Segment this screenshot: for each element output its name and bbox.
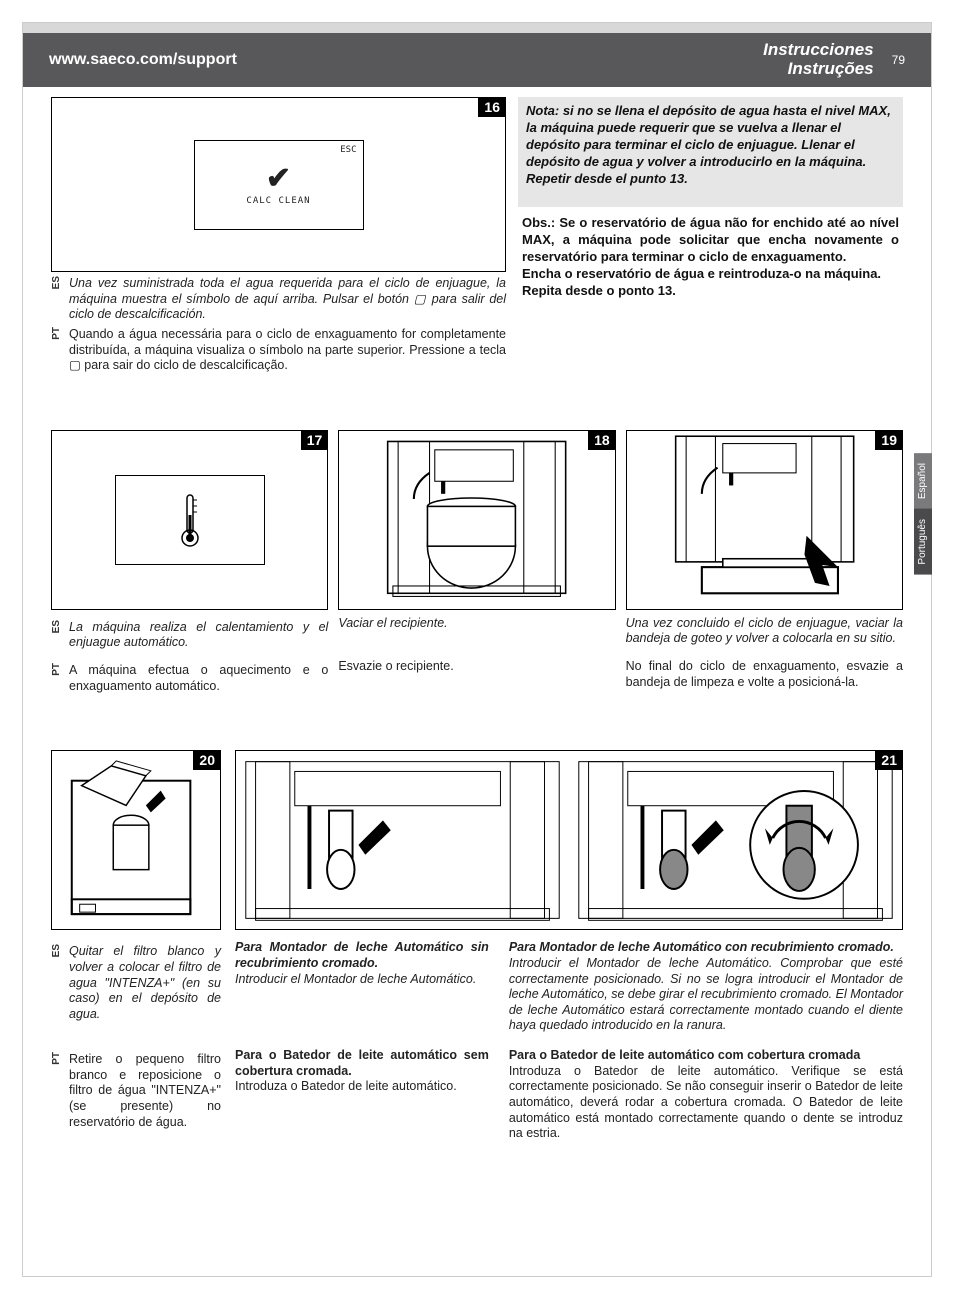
section-20-21-figures: 20 21 xyxy=(51,750,903,930)
lang-label-pt: PT xyxy=(51,327,63,342)
step16-figure: 16 ESC ✔ CALC CLEAN xyxy=(51,97,506,272)
header-right: Instrucciones Instruções 79 xyxy=(763,41,905,78)
header-title-pt: Instruções xyxy=(763,60,874,79)
page-content: 16 ESC ✔ CALC CLEAN ES Una vez suministr… xyxy=(23,87,931,1162)
calc-clean-label: CALC CLEAN xyxy=(246,196,310,206)
page-number: 79 xyxy=(892,53,905,67)
top-grey-bar xyxy=(23,23,931,33)
captions-17-19-pt: PT A máquina efectua o aquecimento e o e… xyxy=(51,659,903,694)
note-pt: Obs.: Se o reservatório de água não for … xyxy=(518,207,903,299)
step16-text-es: Una vez suministrada toda el agua requer… xyxy=(69,276,506,323)
step17-caption-es: ES La máquina realiza el calentamiento y… xyxy=(51,620,328,651)
step18-col: 18 xyxy=(338,430,615,610)
step-number-20: 20 xyxy=(193,750,221,770)
section-16: 16 ESC ✔ CALC CLEAN ES Una vez suministr… xyxy=(51,97,903,374)
step21-pt-title-b: Para o Batedor de leite automático com c… xyxy=(509,1048,903,1142)
step19-text-es: Una vez concluido el ciclo de enjuague, … xyxy=(626,616,903,647)
step20-figure: 20 xyxy=(51,750,221,930)
captions-20-21-es: ES Quitar el filtro blanco y volver a co… xyxy=(51,940,903,1034)
note-grey-box: Nota: si no se llena el depósito de agua… xyxy=(518,97,903,207)
step21-captions-pt: Para o Batedor de leite automático sem c… xyxy=(235,1048,903,1142)
step20-caption-es: ES Quitar el filtro blanco y volver a co… xyxy=(51,944,221,1034)
thermometer-icon xyxy=(175,490,205,550)
step20-text-es: Quitar el filtro blanco y volver a coloc… xyxy=(69,944,221,1022)
step-number-18: 18 xyxy=(588,430,616,450)
captions-20-21-pt: PT Retire o pequeno filtro branco e repo… xyxy=(51,1048,903,1142)
lang-label-es: ES xyxy=(51,944,63,959)
step18-caption-pt: Esvazie o recipiente. xyxy=(338,659,615,694)
step18-caption-es: Vaciar el recipiente. xyxy=(338,616,615,651)
step-number-21: 21 xyxy=(875,750,903,770)
display-screen: ESC ✔ CALC CLEAN xyxy=(194,140,364,230)
machine-illustration-18 xyxy=(339,431,614,609)
step21-figure: 21 xyxy=(235,750,903,930)
step17-col: 17 xyxy=(51,430,328,610)
header-title-es: Instrucciones xyxy=(763,41,874,60)
step20-caption-pt: PT Retire o pequeno filtro branco e repo… xyxy=(51,1052,221,1142)
step19-col: 19 xyxy=(626,430,903,610)
header-titles: Instrucciones Instruções xyxy=(763,41,874,78)
step21-es-title-a: Para Montador de leche Automático sin re… xyxy=(235,940,489,987)
step21-figcol: 21 xyxy=(235,750,903,930)
step18-figure: 18 xyxy=(338,430,615,610)
step16-caption-es: ES Una vez suministrada toda el agua req… xyxy=(51,276,506,323)
step-number-19: 19 xyxy=(875,430,903,450)
step20-text-pt: Retire o pequeno filtro branco e reposic… xyxy=(69,1052,221,1130)
machine-illustration-19 xyxy=(627,431,902,609)
step17-text-pt: A máquina efectua o aquecimento e o enxa… xyxy=(69,663,328,694)
step16-left: 16 ESC ✔ CALC CLEAN ES Una vez suministr… xyxy=(51,97,506,374)
step21-pt-title-a: Para o Batedor de leite automático sem c… xyxy=(235,1048,489,1095)
captions-17-19-es: ES La máquina realiza el calentamiento y… xyxy=(51,616,903,651)
step-number-17: 17 xyxy=(301,430,329,450)
lang-label-es: ES xyxy=(51,620,63,635)
lang-label-pt: PT xyxy=(51,663,63,678)
checkmark-icon: ✔ xyxy=(266,164,291,194)
lang-label-pt: PT xyxy=(51,1052,63,1067)
step21-captions-es: Para Montador de leche Automático sin re… xyxy=(235,940,903,1034)
step21-es-b: Para Montador de leche Automático con re… xyxy=(509,940,903,1034)
section-17-19: 17 18 xyxy=(51,430,903,610)
step17-figure: 17 xyxy=(51,430,328,610)
step16-text-pt: Quando a água necessária para o ciclo de… xyxy=(69,327,506,374)
step-number-16: 16 xyxy=(478,97,506,117)
esc-label: ESC xyxy=(340,145,356,155)
step18-text-pt: Esvazie o recipiente. xyxy=(338,659,615,675)
step21-es-a: Para Montador de leche Automático sin re… xyxy=(235,940,489,1034)
step17-text-es: La máquina realiza el calentamiento y el… xyxy=(69,620,328,651)
step16-caption-pt: PT Quando a água necessária para o ciclo… xyxy=(51,327,506,374)
note-panel: Nota: si no se llena el depósito de agua… xyxy=(518,97,903,374)
page-frame: www.saeco.com/support Instrucciones Inst… xyxy=(22,22,932,1277)
step20-figcol: 20 xyxy=(51,750,221,930)
step19-text-pt: No final do ciclo de enxaguamento, esvaz… xyxy=(626,659,903,690)
thermometer-display xyxy=(115,475,265,565)
lang-label-es: ES xyxy=(51,276,63,291)
step21-pt-b: Para o Batedor de leite automático com c… xyxy=(509,1048,903,1142)
step18-text-es: Vaciar el recipiente. xyxy=(338,616,615,632)
page-header: www.saeco.com/support Instrucciones Inst… xyxy=(23,33,931,87)
step19-caption-pt: No final do ciclo de enxaguamento, esvaz… xyxy=(626,659,903,694)
step21-pt-a: Para o Batedor de leite automático sem c… xyxy=(235,1048,489,1142)
step17-caption-pt: PT A máquina efectua o aquecimento e o e… xyxy=(51,663,328,694)
frother-illustration xyxy=(236,751,902,929)
header-url: www.saeco.com/support xyxy=(49,51,237,69)
step21-es-title-b: Para Montador de leche Automático con re… xyxy=(509,940,903,1034)
tank-illustration xyxy=(52,751,220,929)
step19-caption-es: Una vez concluido el ciclo de enjuague, … xyxy=(626,616,903,651)
note-es: Nota: si no se llena el depósito de agua… xyxy=(526,101,895,197)
step19-figure: 19 xyxy=(626,430,903,610)
